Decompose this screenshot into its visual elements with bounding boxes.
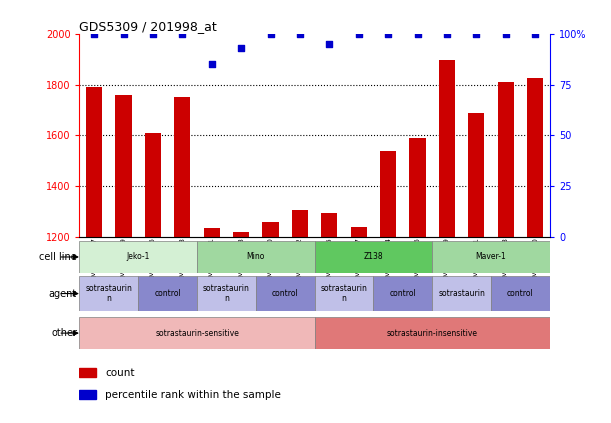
Bar [321, 213, 337, 423]
Text: sotrastaurin-insensitive: sotrastaurin-insensitive [387, 329, 478, 338]
Bar [315, 276, 373, 311]
Text: sotrastaurin
n: sotrastaurin n [321, 284, 367, 303]
Point [472, 30, 481, 37]
Point [148, 30, 158, 37]
Text: control: control [507, 289, 534, 298]
Bar [433, 241, 550, 273]
Point [383, 30, 393, 37]
Bar [174, 97, 191, 423]
Bar [439, 60, 455, 423]
Text: percentile rank within the sample: percentile rank within the sample [105, 390, 281, 400]
Bar [380, 151, 397, 423]
Point [501, 30, 511, 37]
Point [324, 41, 334, 47]
Bar [79, 276, 138, 311]
Text: control: control [272, 289, 299, 298]
Bar [79, 241, 197, 273]
Text: cell line: cell line [39, 252, 77, 262]
Point [354, 30, 364, 37]
Bar [315, 317, 550, 349]
Bar [138, 276, 197, 311]
Bar [197, 276, 256, 311]
Bar [79, 390, 96, 399]
Text: Maver-1: Maver-1 [476, 253, 507, 261]
Point [530, 30, 540, 37]
Bar [351, 227, 367, 423]
Bar [315, 241, 433, 273]
Text: Z138: Z138 [364, 253, 383, 261]
Point [89, 30, 99, 37]
Bar [433, 276, 491, 311]
Point [442, 30, 452, 37]
Text: Jeko-1: Jeko-1 [126, 253, 150, 261]
Bar [527, 78, 543, 423]
Text: other: other [51, 328, 77, 338]
Bar [373, 276, 433, 311]
Text: Mino: Mino [247, 253, 265, 261]
Point [207, 61, 217, 68]
Point [295, 30, 305, 37]
Point [266, 30, 276, 37]
Bar [468, 113, 485, 423]
Text: sotrastaurin: sotrastaurin [438, 289, 485, 298]
Text: sotrastaurin
n: sotrastaurin n [203, 284, 250, 303]
Bar [145, 133, 161, 423]
Bar [292, 210, 308, 423]
Bar [115, 95, 131, 423]
Bar [498, 82, 514, 423]
Text: control: control [389, 289, 416, 298]
Bar [86, 87, 102, 423]
Bar [203, 228, 220, 423]
Point [412, 30, 422, 37]
Text: count: count [105, 368, 135, 378]
Text: sotrastaurin-sensitive: sotrastaurin-sensitive [155, 329, 239, 338]
Bar [79, 368, 96, 377]
Bar [79, 317, 315, 349]
Text: control: control [154, 289, 181, 298]
Point [236, 45, 246, 52]
Bar [197, 241, 315, 273]
Bar [263, 222, 279, 423]
Text: sotrastaurin
n: sotrastaurin n [86, 284, 132, 303]
Point [177, 30, 187, 37]
Bar [491, 276, 550, 311]
Bar [256, 276, 315, 311]
Point [119, 30, 128, 37]
Bar [409, 138, 426, 423]
Bar [233, 232, 249, 423]
Text: agent: agent [49, 288, 77, 299]
Text: GDS5309 / 201998_at: GDS5309 / 201998_at [79, 20, 217, 33]
